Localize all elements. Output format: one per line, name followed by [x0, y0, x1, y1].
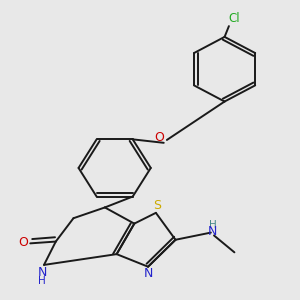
Text: N: N — [208, 225, 218, 238]
Text: H: H — [38, 276, 46, 286]
Text: N: N — [144, 267, 154, 280]
Text: H: H — [209, 220, 217, 230]
Text: O: O — [154, 130, 164, 144]
Text: Cl: Cl — [229, 12, 240, 26]
Text: S: S — [153, 199, 161, 212]
Text: O: O — [18, 236, 28, 249]
Text: N: N — [37, 266, 47, 279]
